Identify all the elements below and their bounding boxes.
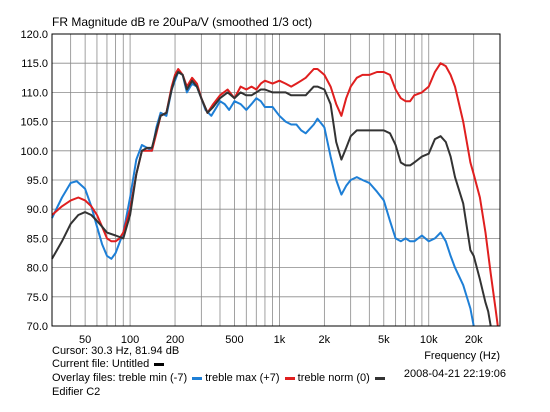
y-tick-label: 90.0: [27, 204, 48, 216]
overlay-item-3-text: treble norm (0): [297, 372, 370, 384]
current-file-swatch: [154, 362, 165, 366]
overlay-files-label: Overlay files:: [52, 372, 116, 384]
current-file-line: Current file: Untitled: [52, 358, 165, 371]
x-tick-label: 10k: [420, 334, 438, 346]
current-file-text: Current file: Untitled: [52, 358, 150, 370]
overlay-item-2-swatch: [284, 376, 295, 380]
y-tick-label: 110.0: [21, 87, 48, 99]
overlay-item-1-swatch: [192, 376, 203, 380]
chart-subtitle: Edifier C2: [52, 386, 101, 398]
overlay-files-line: Overlay files: treble min (-7) treble ma…: [52, 372, 385, 385]
x-tick-label: 500: [225, 334, 243, 346]
x-tick-label: 1k: [274, 334, 286, 346]
y-tick-label: 120.0: [20, 29, 48, 41]
x-tick-label: 5k: [378, 334, 390, 346]
x-tick-label: 50: [79, 334, 91, 346]
y-tick-label: 75.0: [27, 292, 48, 304]
y-tick-label: 80.0: [27, 263, 48, 275]
x-tick-label: 100: [121, 334, 139, 346]
x-axis-ticks: 50 100 200 500 1k 2k 5k 10k 20k: [79, 334, 483, 346]
y-tick-label: 115.0: [21, 58, 48, 70]
overlay-item-1-text: treble min (-7): [118, 372, 188, 384]
overlay-item-2-text: treble max (+7): [205, 372, 280, 384]
y-axis-ticks: 120.0 115.0 110.0 105.0 100.0 95.0 90.0 85.0 80.…: [20, 29, 48, 333]
y-tick-label: 70.0: [27, 321, 48, 333]
cursor-readout: Cursor: 30.3 Hz, 81.94 dB: [52, 345, 180, 357]
y-tick-label: 100.0: [20, 146, 48, 158]
series-line-2: [51, 62, 499, 327]
datetime-stamp: 2008-04-21 22:19:06: [403, 368, 506, 380]
y-tick-label: 105.0: [20, 117, 48, 129]
overlay-item-3: treble norm (0): [298, 372, 385, 384]
y-tick-label: 85.0: [27, 233, 48, 245]
y-tick-label: 95.0: [27, 175, 48, 187]
chart-series-layer: [51, 62, 499, 327]
x-axis-label: Frequency (Hz): [424, 350, 500, 362]
overlay-item-2: treble max (+7): [205, 372, 297, 384]
series-line-3: [51, 71, 492, 327]
x-tick-label: 20k: [465, 334, 483, 346]
overlay-item-1: treble min (-7): [119, 372, 206, 384]
x-tick-label: 200: [166, 334, 184, 346]
chart-title: FR Magnitude dB re 20uPa/V (smoothed 1/3…: [52, 15, 313, 29]
x-tick-label: 2k: [319, 334, 331, 346]
plot-border: [51, 33, 501, 327]
series-line-1: [51, 71, 475, 327]
overlay-item-3-swatch: [374, 376, 385, 380]
